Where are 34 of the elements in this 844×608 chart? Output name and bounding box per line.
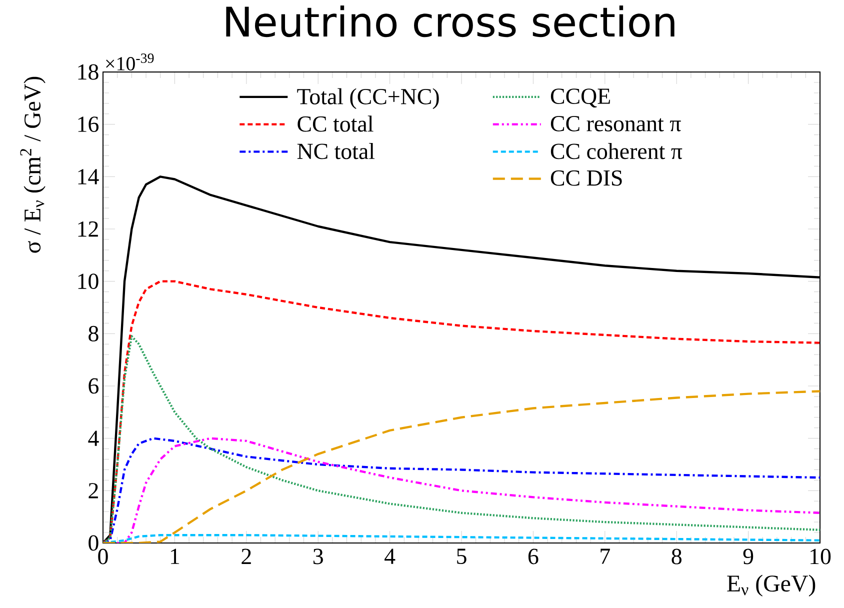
- legend-label: CC total: [298, 116, 374, 132]
- legend-label: CCQE: [550, 88, 610, 108]
- legend-label: NC total: [297, 142, 375, 160]
- chart-title: Neutrino cross section: [226, 6, 674, 38]
- x-axis-title: E$_{ν}$ (GeV): [727, 574, 816, 596]
- x-tick-label: 4: [384, 548, 396, 564]
- x-tick-label: 2: [242, 548, 251, 564]
- text: ×10$^{-39}$: [106, 54, 154, 70]
- line-series: [103, 280, 820, 543]
- y-tick-label: 4: [88, 430, 99, 446]
- x-tick-label: 7: [600, 548, 610, 564]
- legend-label: CC DIS: [550, 170, 622, 186]
- legend-label: CC resonant π: [550, 116, 681, 132]
- x-tick-label: 1: [170, 548, 180, 564]
- y-tick-label: 12: [78, 221, 98, 237]
- y-tick-label: 14: [78, 169, 99, 184]
- y-tick-label: 18: [78, 64, 98, 80]
- x-tick-label: 9: [743, 548, 754, 564]
- y-tick-label: 6: [88, 378, 99, 394]
- y-tick-label: 8: [88, 326, 98, 342]
- legend-label: Total (CC+NC): [297, 88, 439, 110]
- x-tick-label: 5: [457, 548, 466, 564]
- legend-label: CC coherent π: [550, 142, 682, 160]
- x-tick-label: 6: [528, 548, 538, 564]
- y-tick-label: 2: [88, 483, 98, 498]
- y-tick-label: 0: [88, 535, 98, 551]
- x-tick-label: 8: [672, 548, 682, 564]
- x-tick-label: 10: [810, 548, 831, 564]
- y-tick-label: 10: [78, 274, 98, 290]
- line-series: [103, 335, 820, 543]
- y-axis-title: σ / E$_{ν}$ (cm$^{2}$ / GeV): [20, 76, 46, 253]
- x-tick-label: 3: [313, 548, 323, 564]
- y-tick-label: 16: [78, 116, 99, 132]
- line-series: [103, 390, 820, 543]
